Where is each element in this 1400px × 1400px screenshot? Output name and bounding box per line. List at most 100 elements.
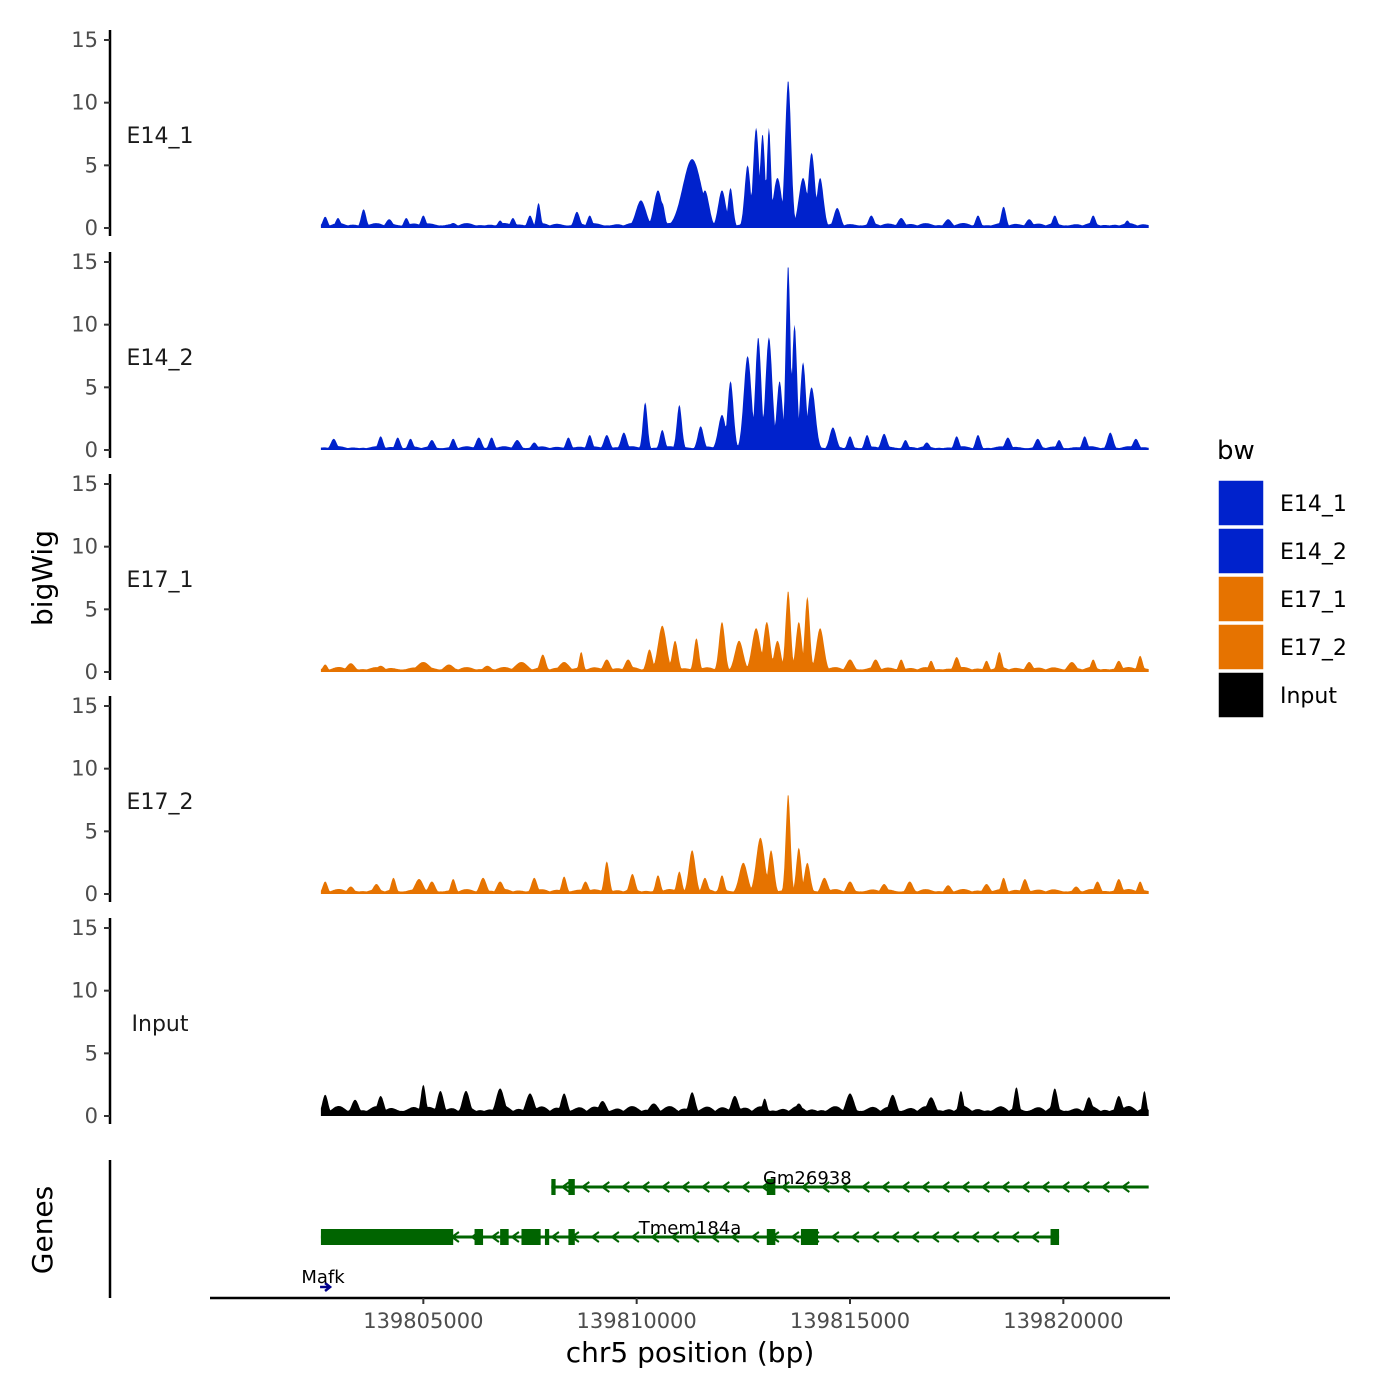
legend-title: bw [1217,436,1255,466]
y-tick-label: 10 [71,979,98,1003]
strand-arrow [510,1231,520,1243]
exon [551,1179,556,1195]
legend-swatch [1217,623,1265,671]
legend-label: E14_1 [1280,492,1347,517]
strand-arrow [750,1231,760,1243]
y-tick-label: 15 [71,694,98,718]
strand-arrow [930,1231,940,1243]
x-tick-label: 139805000 [363,1309,483,1333]
exon [320,1229,454,1245]
x-tick-label: 139810000 [577,1309,697,1333]
strand-arrow [610,1231,620,1243]
y-tick-label: 10 [71,91,98,115]
strand-arrow [590,1231,600,1243]
strand-arrow [870,1231,880,1243]
strand-arrow [780,1181,790,1193]
exon [766,1179,776,1195]
legend-swatch [1217,527,1265,575]
legend-item-Input: Input [1217,671,1337,719]
exon [521,1229,541,1245]
strand-arrow [990,1231,1000,1243]
track-label: E14_1 [127,124,194,149]
y-tick-label: 0 [85,882,98,906]
strand-arrow [860,1181,870,1193]
legend-item-E14_2: E14_2 [1217,527,1347,575]
legend: bw E14_1 E14_2 E17_1 E17_2 Input [1217,436,1347,719]
gene-Mafk: Mafk [301,1267,345,1292]
x-tick-label: 139820000 [1003,1309,1123,1333]
strand-arrow [960,1181,970,1193]
y-tick-label: 15 [71,250,98,274]
legend-item-E14_1: E14_1 [1217,479,1347,527]
x-axis-title: chr5 position (bp) [566,1336,815,1369]
y-tick-label: 15 [71,28,98,52]
y-tick-label: 0 [85,1104,98,1128]
signal-area-E14_1 [320,81,1149,228]
y-tick-label: 10 [71,535,98,559]
legend-label: E17_2 [1280,636,1347,661]
y-axis-title: bigWig [26,530,59,626]
strand-arrow [324,1282,333,1292]
legend-label: E14_2 [1280,540,1347,565]
y-tick-label: 5 [85,153,98,177]
y-tick-label: 0 [85,438,98,462]
strand-arrow [1080,1181,1090,1193]
y-tick-label: 5 [85,1041,98,1065]
gene-name: Tmem184a [638,1218,742,1239]
track-panel-E14_1: 0 5 10 15 E14_1 [71,28,1149,240]
track-panel-E17_1: 0 5 10 15 E17_1 [71,472,1149,684]
y-tick-label: 0 [85,216,98,240]
strand-arrow [580,1181,590,1193]
strand-arrow [820,1181,830,1193]
exon [474,1229,484,1245]
strand-arrow [600,1181,610,1193]
gene-track: Gm26938 Tmem184a Mafk [108,1160,1149,1298]
y-tick-label: 5 [85,597,98,621]
legend-swatch [1217,575,1265,623]
strand-arrow [1040,1181,1050,1193]
y-tick-label: 15 [71,472,98,496]
exon [500,1229,509,1245]
legend-swatch [1217,479,1265,527]
legend-item-E17_2: E17_2 [1217,623,1347,671]
gene-Gm26938: Gm26938 [551,1168,1149,1195]
strand-arrow [800,1181,810,1193]
legend-item-E17_1: E17_1 [1217,575,1347,623]
strand-arrow [970,1231,980,1243]
exon [568,1229,575,1245]
exon [766,1229,776,1245]
signal-area-E17_2 [320,795,1149,894]
strand-arrow [900,1181,910,1193]
strand-arrow [1120,1181,1130,1193]
y-tick-label: 15 [71,916,98,940]
strand-arrow [740,1181,750,1193]
strand-arrow [680,1181,690,1193]
strand-arrow [660,1181,670,1193]
track-label: E17_2 [127,790,194,815]
bigwig-tracks: 0 5 10 15 E14_1 0 5 10 15 E14_2 0 5 10 15 E17_1 0 5 10 15 E… [71,28,1149,1128]
legend-swatch [1217,671,1265,719]
strand-arrow [830,1231,840,1243]
y-tick-label: 5 [85,819,98,843]
track-panel-E14_2: 0 5 10 15 E14_2 [71,250,1149,462]
strand-arrow [620,1181,630,1193]
y-tick-label: 10 [71,313,98,337]
track-label: E14_2 [127,346,194,371]
strand-arrow [1010,1231,1020,1243]
strand-arrow [890,1231,900,1243]
strand-arrow [670,1231,680,1243]
strand-arrow [980,1181,990,1193]
strand-arrow [1060,1181,1070,1193]
x-tick-label: 139815000 [790,1309,910,1333]
x-axis: 139805000 139810000 139815000 139820000 [210,1296,1170,1333]
y-tick-label: 10 [71,757,98,781]
track-panel-E17_2: 0 5 10 15 E17_2 [71,694,1149,906]
strand-arrow [910,1231,920,1243]
strand-arrow [550,1231,560,1243]
exon [800,1229,818,1245]
gene-name: Mafk [301,1267,345,1288]
strand-arrow [630,1231,640,1243]
strand-arrow [850,1231,860,1243]
track-label: Input [132,1012,189,1037]
